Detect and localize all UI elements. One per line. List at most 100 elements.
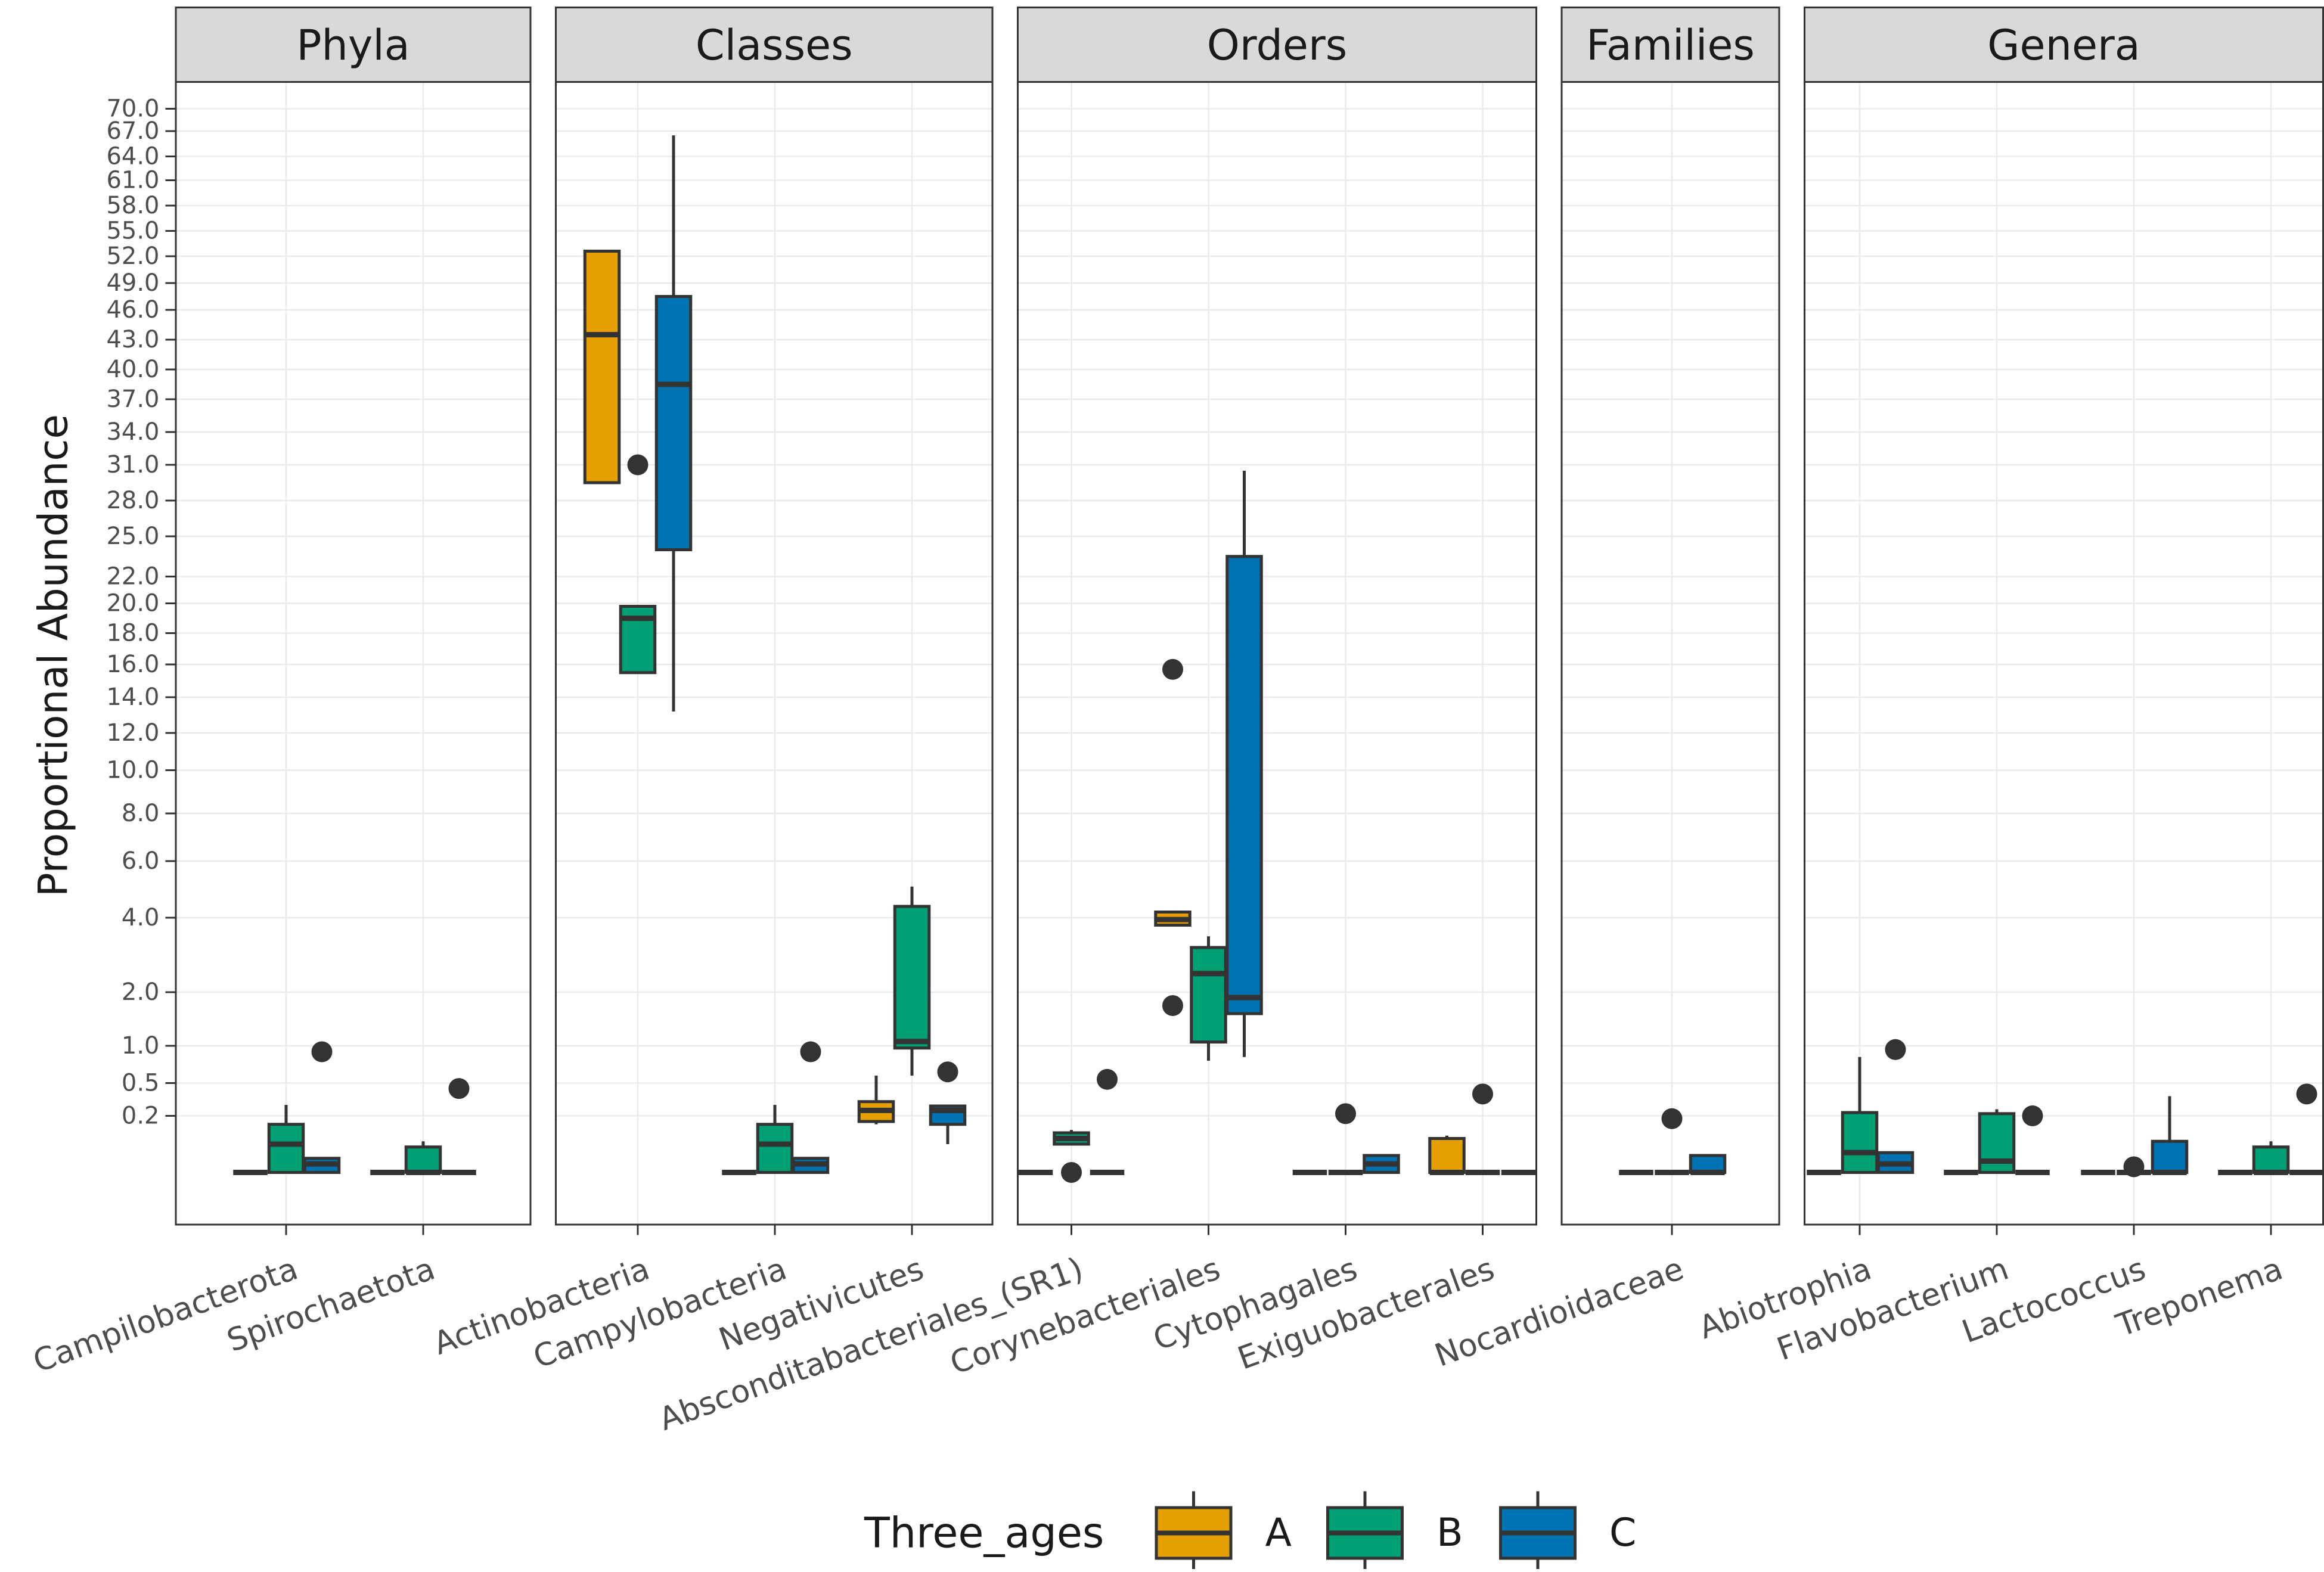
y-tick-label: 31.0: [106, 451, 159, 479]
strip-background: [1804, 7, 2324, 83]
category-group: [2081, 1096, 2189, 1178]
legend: Three_ages A B C: [864, 1491, 1636, 1572]
box-C: [1363, 1154, 1400, 1174]
y-tick-label: 20.0: [106, 590, 159, 617]
category-group: [1807, 1039, 1915, 1175]
y-axis-title: Proportional Abundance: [30, 414, 77, 897]
y-tick-label: 55.0: [106, 218, 159, 245]
y-tick-label: 12.0: [106, 719, 159, 747]
box-C: [1090, 1068, 1125, 1175]
y-tick-label: 46.0: [106, 296, 159, 324]
box-B: [1190, 936, 1227, 1061]
panel-background: [1804, 82, 2323, 1225]
y-tick-label: 37.0: [106, 386, 159, 413]
legend-label: B: [1436, 1511, 1463, 1555]
box-C: [2015, 1105, 2050, 1175]
y-tick-label: 0.5: [122, 1070, 160, 1097]
box-C: [442, 1078, 476, 1175]
box-C: [654, 135, 693, 712]
category-group: [233, 1041, 341, 1175]
y-tick-label: 34.0: [106, 418, 159, 446]
box-C: [792, 1041, 830, 1174]
legend-label: A: [1265, 1511, 1292, 1555]
box-B: [2252, 1141, 2290, 1175]
outlier-point: [1885, 1039, 1906, 1060]
y-tick-label: 10.0: [106, 757, 159, 784]
box-C: [2151, 1096, 2189, 1175]
box-C: [2289, 1083, 2324, 1175]
box-B: [1978, 1109, 2016, 1175]
outlier-point: [1162, 658, 1183, 680]
box-A: [583, 250, 621, 484]
box-C: [929, 1061, 967, 1144]
box-rect: [2252, 1145, 2290, 1174]
strip-label: Genera: [1987, 21, 2140, 70]
y-tick-label: 70.0: [106, 95, 159, 123]
y-tick-label: 0.2: [122, 1102, 160, 1130]
facet-panel-genera: GeneraAbiotrophiaFlavobacteriumLactococc…: [1695, 7, 2324, 1368]
outlier-point: [2123, 1156, 2145, 1178]
box-rect: [2151, 1139, 2189, 1174]
category-group: [722, 1041, 830, 1175]
y-tick-label: 6.0: [122, 847, 160, 875]
box-C: [303, 1041, 341, 1174]
legend-title: Three_ages: [864, 1509, 1104, 1558]
box-rect: [654, 295, 693, 551]
outlier-point: [1097, 1068, 1118, 1090]
box-B: [619, 454, 657, 675]
legend-label: C: [1609, 1511, 1636, 1555]
y-tick-label: 22.0: [106, 563, 159, 591]
box-B: [1328, 1103, 1363, 1175]
y-tick-label: 64.0: [106, 143, 159, 170]
y-tick-label: 16.0: [106, 651, 159, 678]
y-tick-label: 61.0: [106, 167, 159, 194]
y-tick-label: 25.0: [106, 523, 159, 550]
y-tick-label: 52.0: [106, 243, 159, 270]
box-B: [1053, 1130, 1090, 1183]
box-B: [267, 1105, 305, 1174]
outlier-point: [448, 1078, 470, 1099]
panel-background: [176, 82, 530, 1225]
box-rect: [756, 1123, 794, 1174]
outlier-point: [1661, 1108, 1683, 1129]
category-group: [2218, 1083, 2324, 1175]
strip-label: Orders: [1207, 21, 1347, 70]
outlier-point: [1061, 1162, 1082, 1183]
strip-label: Phyla: [296, 21, 409, 70]
category-group: [1154, 471, 1263, 1061]
y-tick-label: 2.0: [122, 978, 160, 1006]
y-axis: 70.067.064.061.058.055.052.049.046.043.0…: [106, 95, 176, 1130]
box-rect: [1225, 555, 1263, 1015]
outlier-point: [800, 1041, 821, 1063]
outlier-point: [311, 1041, 333, 1063]
box-B: [1841, 1057, 1879, 1174]
category-group: [1944, 1105, 2050, 1175]
strip-label: Families: [1586, 21, 1755, 70]
box-B: [893, 886, 931, 1076]
outlier-point: [1472, 1083, 1493, 1105]
category-group: [370, 1078, 476, 1175]
category-group: [1292, 1103, 1400, 1175]
outlier-point: [627, 454, 649, 476]
panel-background: [1017, 82, 1537, 1225]
category-group: [1018, 1068, 1125, 1183]
box-rect: [1190, 946, 1227, 1044]
box-rect: [583, 250, 621, 484]
y-tick-label: 4.0: [122, 904, 160, 931]
outlier-point: [2296, 1083, 2317, 1105]
box-rect: [267, 1123, 305, 1174]
y-tick-label: 43.0: [106, 326, 159, 353]
strip-background: [175, 7, 532, 83]
box-rect: [893, 905, 931, 1050]
y-tick-label: 1.0: [122, 1032, 160, 1060]
panel-background: [1562, 82, 1779, 1225]
box-B: [756, 1105, 794, 1174]
category-group: [1619, 1108, 1727, 1175]
outlier-point: [937, 1061, 958, 1083]
category-group: [583, 135, 693, 712]
legend-item-b: B: [1326, 1491, 1463, 1572]
